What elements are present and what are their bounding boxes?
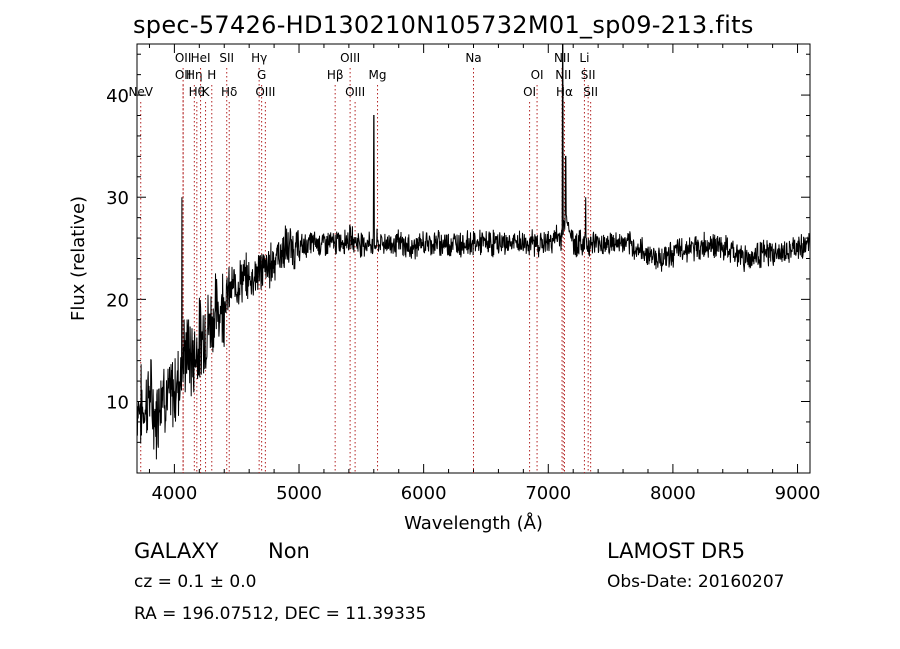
coordinates-readout: RA = 196.07512, DEC = 11.39335 (134, 604, 427, 624)
line-marker-label: NeV (128, 85, 153, 99)
spectrum-line (136, 43, 811, 460)
line-marker-label: SII (583, 85, 598, 99)
line-marker-label: Hγ (251, 51, 267, 65)
y-axis-label: Flux (relative) (68, 196, 89, 321)
y-tick-label: 10 (106, 393, 129, 414)
object-subclass: Non (268, 539, 310, 563)
line-marker-label: K (202, 85, 211, 99)
x-tick-label: 5000 (276, 483, 322, 504)
line-marker-label: OIII (345, 85, 365, 99)
line-marker-label: OIII (340, 51, 360, 65)
survey-label: LAMOST DR5 (607, 539, 746, 563)
redshift-readout: cz = 0.1 ± 0.0 (134, 572, 257, 592)
obs-date: Obs-Date: 20160207 (607, 572, 785, 592)
line-marker-label: Na (465, 51, 481, 65)
line-marker-label: HeI (191, 51, 211, 65)
line-marker-label: Li (579, 51, 589, 65)
y-tick-label: 20 (106, 290, 129, 311)
line-marker-label: SII (581, 68, 596, 82)
line-marker-label: Mg (369, 68, 387, 82)
y-tick-label: 30 (106, 188, 129, 209)
line-marker-label: Hη (186, 68, 203, 82)
line-marker-label: OI (531, 68, 544, 82)
line-marker-label: OII (175, 68, 192, 82)
x-tick-label: 4000 (151, 483, 197, 504)
line-marker-label: H (207, 68, 216, 82)
object-class: GALAXY (134, 539, 219, 563)
chart-title: spec-57426-HD130210N105732M01_sp09-213.f… (133, 11, 754, 39)
x-tick-label: 8000 (650, 483, 696, 504)
x-tick-label: 7000 (525, 483, 571, 504)
line-marker-label: Hδ (221, 85, 237, 99)
line-marker-label: OIII (255, 85, 275, 99)
line-marker-label: OII (175, 51, 192, 65)
x-tick-label: 6000 (401, 483, 447, 504)
line-marker-label: G (257, 68, 266, 82)
y-tick-label: 40 (106, 86, 129, 107)
line-marker-label: SII (219, 51, 234, 65)
line-marker-label: OI (523, 85, 536, 99)
x-axis-label: Wavelength (Å) (404, 512, 543, 534)
line-marker-label: Hβ (327, 68, 344, 82)
line-marker-label: Hα (556, 85, 573, 99)
x-tick-label: 9000 (775, 483, 821, 504)
